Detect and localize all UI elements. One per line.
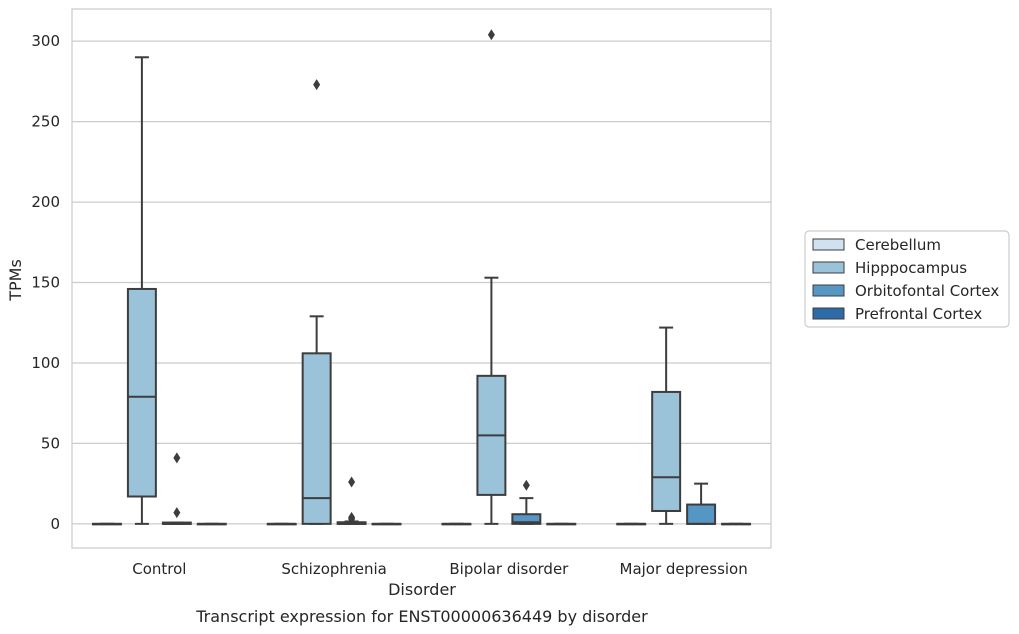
- chart-caption: Transcript expression for ENST0000063644…: [195, 607, 648, 626]
- plot-frame: [71, 8, 772, 549]
- y-axis-ticks: 0 50 100 150 200 250 300: [31, 32, 60, 533]
- outlier-point: [313, 79, 321, 91]
- legend-label: Cerebellum: [855, 236, 941, 254]
- legend-swatch: [812, 284, 845, 297]
- y-tick-label: 100: [31, 354, 60, 372]
- box-plot-marks: [91, 29, 752, 526]
- y-axis-label: TPMs: [6, 259, 25, 302]
- legend: Cerebellum Hipppocampus Orbitofontal Corte…: [804, 230, 1010, 328]
- y-tick-label: 200: [31, 193, 60, 211]
- outlier-point: [348, 476, 356, 488]
- legend-swatch: [812, 238, 845, 251]
- x-tick-label: Major depression: [620, 560, 748, 578]
- y-tick-label: 250: [31, 113, 60, 131]
- x-axis-label: Disorder: [388, 580, 456, 599]
- box: [651, 390, 682, 512]
- outlier-point: [173, 507, 181, 519]
- box: [686, 503, 717, 525]
- box: [301, 352, 332, 525]
- y-tick-label: 150: [31, 274, 60, 292]
- gridlines: [72, 40, 771, 525]
- box: [126, 287, 157, 498]
- y-tick-label: 50: [41, 434, 60, 452]
- x-axis-ticks: Control Schizophrenia Bipolar disorder Majo…: [132, 560, 747, 578]
- outlier-point: [173, 452, 181, 464]
- outlier-point: [487, 29, 495, 41]
- legend-swatch: [812, 307, 845, 320]
- legend-label: Orbitofontal Cortex: [855, 282, 999, 300]
- legend-label: Prefrontal Cortex: [855, 305, 982, 323]
- outlier-point: [522, 479, 530, 491]
- y-tick-label: 0: [50, 515, 60, 533]
- legend-label: Hipppocampus: [855, 259, 967, 277]
- legend-swatch: [812, 261, 845, 274]
- box: [511, 513, 542, 525]
- legend-frame: [804, 230, 1010, 328]
- x-tick-label: Control: [132, 560, 186, 578]
- y-tick-label: 300: [31, 32, 60, 50]
- x-tick-label: Schizophrenia: [281, 560, 386, 578]
- x-tick-label: Bipolar disorder: [449, 560, 569, 578]
- outlier-point: [348, 511, 356, 523]
